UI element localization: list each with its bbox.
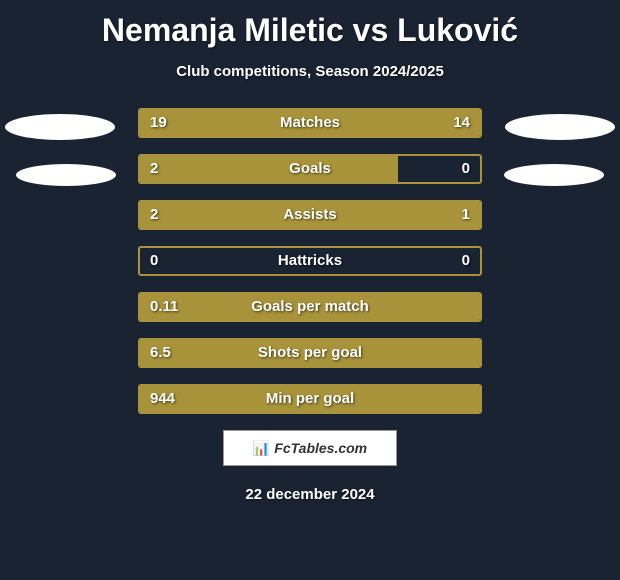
stat-row: 0.11Goals per match [138,292,482,322]
player-right-badge-2 [504,164,604,186]
chart-icon: 📊 [253,440,270,457]
stat-row: 6.5Shots per goal [138,338,482,368]
stat-label: Assists [140,202,480,228]
stat-label: Goals per match [140,294,480,320]
stat-value-right: 14 [453,110,470,136]
stat-label: Hattricks [140,248,480,274]
stat-value-right: 0 [462,156,470,182]
page-subtitle: Club competitions, Season 2024/2025 [0,63,620,80]
stat-value-right: 0 [462,248,470,274]
stat-row: 2Goals0 [138,154,482,184]
logo-text: FcTables.com [274,440,367,456]
stat-row: 944Min per goal [138,384,482,414]
stat-value-right: 1 [462,202,470,228]
comparison-area: 19Matches142Goals02Assists10Hattricks00.… [0,108,620,414]
player-left-badge-2 [16,164,116,186]
stats-container: 19Matches142Goals02Assists10Hattricks00.… [0,108,620,414]
stat-row: 0Hattricks0 [138,246,482,276]
page-title: Nemanja Miletic vs Luković [0,0,620,49]
player-left-badge-1 [5,114,115,140]
stat-label: Min per goal [140,386,480,412]
stat-label: Goals [140,156,480,182]
player-right-badge-1 [505,114,615,140]
stat-row: 2Assists1 [138,200,482,230]
logo-box[interactable]: 📊 FcTables.com [223,430,397,466]
stat-label: Matches [140,110,480,136]
stat-label: Shots per goal [140,340,480,366]
date-label: 22 december 2024 [0,486,620,503]
stat-row: 19Matches14 [138,108,482,138]
